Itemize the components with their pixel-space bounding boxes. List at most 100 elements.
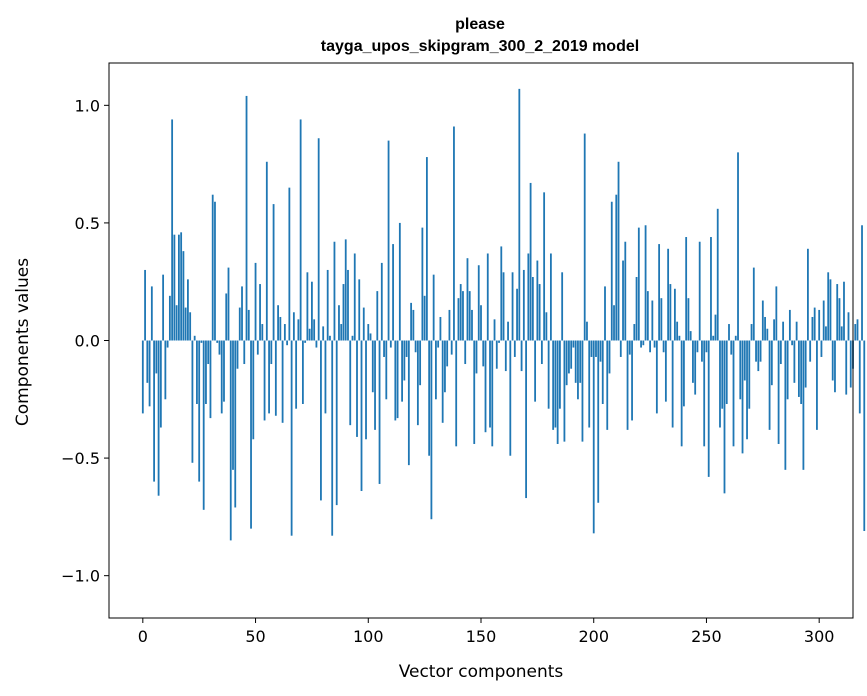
bar-23	[193, 335, 196, 341]
bar-147	[473, 340, 476, 444]
bar-303	[825, 326, 827, 341]
bar-191	[572, 340, 575, 348]
bar-41	[234, 340, 237, 508]
bar-186	[561, 272, 564, 341]
bar-308	[836, 284, 839, 341]
bar-106	[380, 262, 383, 341]
bar-196	[583, 133, 586, 341]
bar-116	[403, 340, 406, 381]
bar-305	[829, 279, 832, 341]
bar-129	[432, 274, 435, 341]
bar-149	[477, 265, 480, 341]
x-tick-label: 0	[138, 627, 148, 646]
bar-53	[261, 324, 264, 341]
bar-28	[205, 340, 207, 404]
bar-260	[728, 324, 730, 341]
bar-306	[831, 340, 834, 381]
bar-60	[277, 305, 279, 341]
bar-238	[678, 335, 681, 341]
bar-10	[164, 340, 167, 400]
bar-209	[613, 305, 615, 341]
bar-276	[764, 316, 766, 341]
bar-141	[459, 284, 462, 341]
bar-250	[705, 340, 708, 353]
bar-320	[863, 340, 866, 531]
bar-1	[144, 269, 146, 341]
bar-174	[534, 340, 537, 402]
bar-304	[827, 272, 830, 341]
bar-161	[504, 340, 507, 372]
bar-114	[398, 222, 401, 341]
bar-236	[673, 288, 676, 341]
bar-51	[256, 340, 259, 355]
bar-153	[486, 253, 489, 341]
y-tick-label: 0.5	[75, 214, 100, 233]
bar-95	[356, 340, 358, 437]
bar-111	[392, 244, 394, 341]
bar-273	[757, 340, 760, 372]
y-tick-label: 0.0	[75, 332, 100, 351]
bar-193	[577, 340, 579, 400]
bar-291	[797, 340, 800, 397]
bar-138	[453, 126, 455, 341]
bar-231	[662, 340, 665, 353]
bar-242	[687, 298, 690, 341]
bar-215	[626, 340, 629, 430]
bar-5	[153, 340, 155, 482]
bar-63	[283, 324, 286, 341]
bar-100	[367, 324, 370, 341]
bar-125	[423, 295, 426, 341]
bar-124	[421, 227, 424, 341]
bar-44	[241, 286, 243, 341]
bar-123	[419, 340, 422, 386]
y-tick-label: 1.0	[75, 96, 100, 115]
bar-246	[696, 340, 699, 353]
x-tick-label: 150	[466, 627, 497, 646]
bar-158	[498, 340, 500, 343]
bar-190	[570, 340, 573, 369]
bar-52	[259, 284, 261, 341]
bar-24	[196, 340, 198, 404]
bar-72	[304, 340, 307, 343]
bar-272	[755, 340, 757, 362]
bar-113	[396, 340, 399, 419]
bar-93	[351, 335, 354, 341]
bar-254	[714, 314, 717, 341]
bar-213	[622, 260, 624, 341]
bar-198	[588, 340, 591, 428]
bar-199	[590, 340, 593, 357]
bar-38	[227, 267, 230, 341]
bar-39	[229, 340, 232, 541]
bar-233	[667, 248, 670, 341]
bar-289	[793, 340, 796, 383]
bar-112	[394, 340, 397, 421]
bar-54	[263, 340, 266, 421]
bar-164	[511, 272, 514, 341]
bar-294	[804, 340, 807, 388]
bar-286	[786, 340, 789, 400]
bar-290	[795, 321, 798, 341]
bar-131	[437, 340, 440, 348]
bar-88	[340, 324, 343, 341]
bar-117	[405, 340, 408, 357]
bar-62	[281, 340, 284, 423]
bar-167	[518, 88, 521, 341]
bar-287	[788, 309, 791, 341]
bar-185	[559, 340, 561, 409]
bar-135	[446, 340, 449, 367]
bar-139	[455, 340, 458, 447]
bar-257	[721, 340, 724, 409]
bar-266	[741, 340, 744, 454]
bar-50	[254, 262, 257, 341]
bar-13	[171, 119, 174, 341]
y-tick-label: −0.5	[61, 449, 100, 468]
bar-216	[628, 340, 631, 355]
bar-156	[493, 319, 496, 341]
bar-171	[527, 253, 530, 341]
bar-25	[198, 340, 201, 482]
bar-47	[247, 309, 250, 341]
bar-265	[739, 340, 742, 400]
bar-278	[768, 340, 771, 430]
bar-31	[211, 194, 214, 341]
bar-228	[655, 340, 658, 414]
